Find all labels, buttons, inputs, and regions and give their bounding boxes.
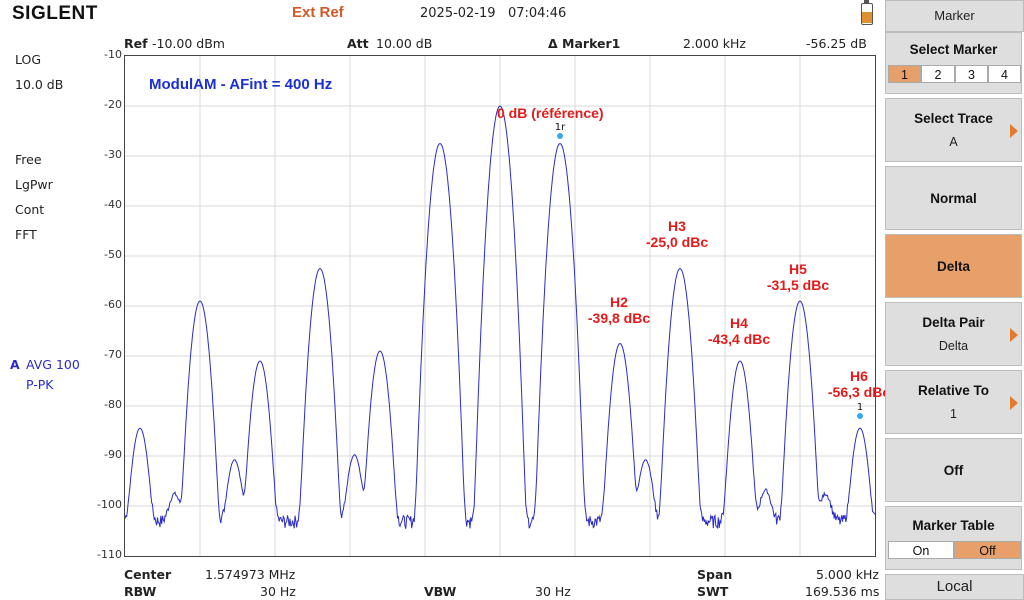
marker-option-4[interactable]: 4 xyxy=(988,65,1021,83)
spectrum-chart: 1r 1 xyxy=(125,56,875,556)
annotation-title: ModulAM - AFint = 400 Hz xyxy=(149,76,333,93)
submenu-arrow-icon xyxy=(1010,328,1018,342)
y-tick-label: -50 xyxy=(104,248,122,261)
annotation-h2-value: -39,8 dBc xyxy=(587,310,651,326)
spectrum-plot[interactable]: 1r 1 ModulAM - AFint = 400 Hz 0 dB (référ… xyxy=(124,55,890,557)
att-value: 10.00 dB xyxy=(376,36,433,51)
annotation-h6: H6 -56,3 dBc xyxy=(817,368,901,400)
ref-label: Ref xyxy=(124,36,148,51)
scale-div: 10.0 dB xyxy=(15,77,64,92)
trace-label: A xyxy=(10,357,20,372)
y-tick-label: -20 xyxy=(104,98,122,111)
annotation-h3: H3 -25,0 dBc xyxy=(635,218,719,250)
brand-logo: SIGLENT xyxy=(12,3,98,24)
relative-to-button[interactable]: Relative To 1 xyxy=(885,370,1022,434)
annotation-h5: H5 -31,5 dBc xyxy=(756,261,840,293)
swt-value: 169.536 ms xyxy=(805,584,880,599)
delta-button[interactable]: Delta xyxy=(885,234,1022,298)
detector-type: LgPwr xyxy=(15,177,53,192)
annotation-h4: H4 -43,4 dBc xyxy=(697,315,781,347)
relative-to-label: Relative To xyxy=(917,383,990,398)
annotation-h5-value: -31,5 dBc xyxy=(766,277,830,293)
span-value: 5.000 kHz xyxy=(816,567,879,582)
y-tick-label: -10 xyxy=(104,48,122,61)
annotation-h4-value: -43,4 dBc xyxy=(707,331,771,347)
vbw-value: 30 Hz xyxy=(535,584,571,599)
sweep-mode: Free xyxy=(15,152,42,167)
marker-option-3[interactable]: 3 xyxy=(955,65,988,83)
annotation-h5-label: H5 xyxy=(789,261,807,277)
normal-button[interactable]: Normal xyxy=(885,166,1022,230)
annotation-h4-label: H4 xyxy=(730,315,748,331)
battery-icon-cap xyxy=(864,0,869,3)
ref-value: -10.00 dBm xyxy=(152,36,225,51)
annotation-h2-label: H2 xyxy=(610,294,628,310)
center-label: Center xyxy=(124,567,172,582)
battery-level xyxy=(862,12,872,23)
y-tick-label: -80 xyxy=(104,398,122,411)
y-tick-label: -30 xyxy=(104,148,122,161)
rbw-label: RBW xyxy=(124,584,157,599)
rbw-value: 30 Hz xyxy=(260,584,296,599)
vbw-label: VBW xyxy=(424,584,457,599)
trace-avg: AVG 100 xyxy=(26,357,80,372)
trace-a-line xyxy=(125,105,875,529)
marker-off-label: Off xyxy=(943,463,964,478)
datetime: 2025-02-19 07:04:46 xyxy=(420,6,567,21)
center-value: 1.574973 MHz xyxy=(205,567,296,582)
delta-pair-value: Delta xyxy=(938,339,969,353)
delta-marker-level: -56.25 dB xyxy=(806,36,867,51)
y-tick-label: -110 xyxy=(97,548,122,561)
annotation-h2: H2 -39,8 dBc xyxy=(577,294,661,326)
marker-off-button[interactable]: Off xyxy=(885,438,1022,502)
delta-pair-label: Delta Pair xyxy=(922,315,985,330)
marker-table-label: Marker Table xyxy=(912,518,995,533)
marker-table-on[interactable]: On xyxy=(888,541,954,559)
delta-pair-button[interactable]: Delta Pair Delta xyxy=(885,302,1022,366)
marker-option-2[interactable]: 2 xyxy=(921,65,955,83)
submenu-arrow-icon xyxy=(1010,396,1018,410)
att-label: Att xyxy=(347,36,369,51)
y-tick-label: -100 xyxy=(97,498,122,511)
span-label: Span xyxy=(697,567,733,582)
marker-label: 1 xyxy=(857,402,863,413)
marker-table-button[interactable]: Marker Table On Off xyxy=(885,506,1022,570)
y-tick-label: -90 xyxy=(104,448,122,461)
y-tick-label: -70 xyxy=(104,348,122,361)
trace-detector: P-PK xyxy=(26,377,54,392)
annotation-h6-label: H6 xyxy=(850,368,868,384)
run-mode: Cont xyxy=(15,202,45,217)
marker-table-off[interactable]: Off xyxy=(954,541,1021,559)
annotation-h6-value: -56,3 dBc xyxy=(827,384,891,400)
marker-point xyxy=(857,413,863,419)
swt-label: SWT xyxy=(697,584,729,599)
select-trace-label: Select Trace xyxy=(914,111,993,126)
marker-point xyxy=(557,133,563,139)
normal-label: Normal xyxy=(930,191,977,206)
y-tick-label: -40 xyxy=(104,198,122,211)
annotation-h3-value: -25,0 dBc xyxy=(645,234,709,250)
local-button[interactable]: Local xyxy=(885,574,1024,600)
select-marker-label: Select Marker xyxy=(909,42,998,57)
select-trace-button[interactable]: Select Trace A xyxy=(885,98,1022,162)
submenu-arrow-icon xyxy=(1010,124,1018,138)
delta-marker-freq: 2.000 kHz xyxy=(683,36,746,51)
marker-table-toggle: On Off xyxy=(888,541,1021,559)
marker-selector: 1 2 3 4 xyxy=(888,65,1021,83)
delta-marker-label: Δ Marker1 xyxy=(548,36,621,51)
fft-mode: FFT xyxy=(15,227,37,242)
marker-option-1[interactable]: 1 xyxy=(888,65,921,83)
marker-label: 1r xyxy=(555,122,566,133)
select-marker-button[interactable]: Select Marker 1 2 3 4 xyxy=(885,32,1022,94)
menu-title: Marker xyxy=(885,0,1024,32)
annotation-reference: 0 dB (référence) xyxy=(497,105,604,121)
relative-to-value: 1 xyxy=(950,407,957,421)
y-tick-label: -60 xyxy=(104,298,122,311)
select-trace-value: A xyxy=(949,135,958,149)
delta-label: Delta xyxy=(936,259,970,274)
ext-ref-indicator: Ext Ref xyxy=(292,4,344,21)
annotation-h3-label: H3 xyxy=(668,218,686,234)
scale-type: LOG xyxy=(15,52,42,67)
